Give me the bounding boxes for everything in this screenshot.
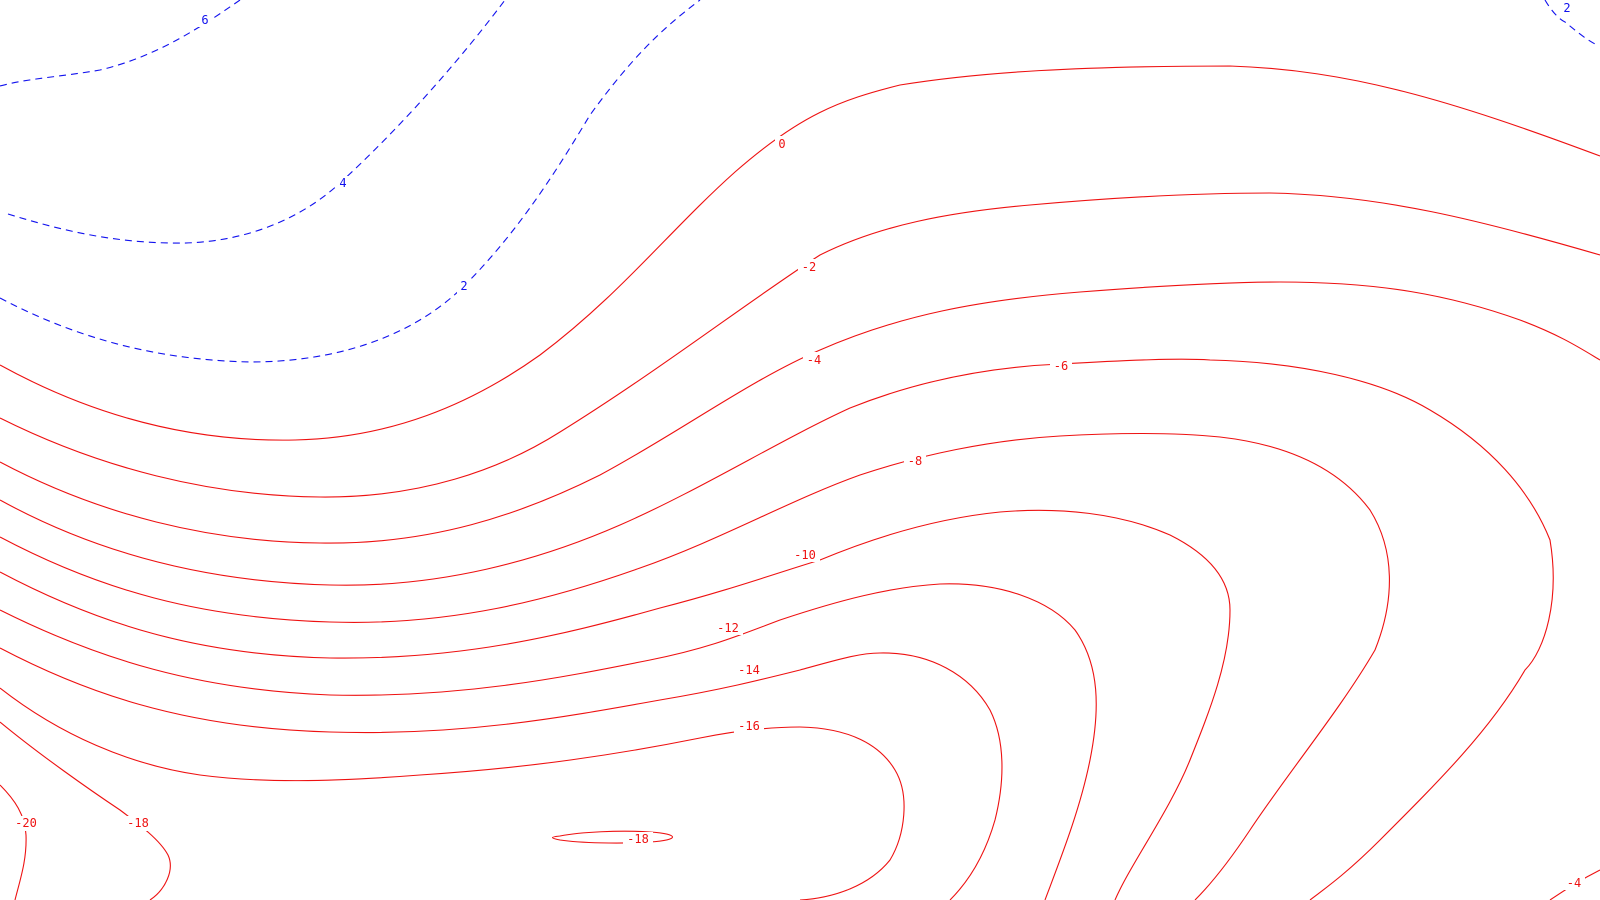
- contour-label-text: -10: [794, 548, 816, 562]
- contour-label-text: -2: [802, 260, 816, 274]
- contour-label-pos-4: 4: [336, 176, 350, 191]
- contour-label-neg-2: -2: [798, 259, 820, 274]
- isoline-neg-20: [0, 784, 27, 900]
- contour-label-text: -8: [908, 454, 922, 468]
- contour-label-neg-10: -10: [790, 547, 820, 562]
- isoline-pos-2-corner: [1544, 0, 1596, 45]
- contour-label-text: 0: [778, 137, 785, 151]
- contour-label-text: -18: [627, 832, 649, 846]
- contour-label-text: 2: [460, 279, 467, 293]
- contour-label-0: 0: [775, 136, 789, 151]
- contour-label-text: -4: [807, 353, 821, 367]
- isoline-neg-10: [0, 509, 1231, 900]
- isoline-neg-18-left: [0, 721, 171, 900]
- contour-label-text: -20: [15, 816, 37, 830]
- isoline-neg-8: [0, 432, 1390, 900]
- contour-label-pos-2-corner: 2: [1560, 0, 1574, 15]
- contour-label-text: -6: [1054, 359, 1068, 373]
- contour-label-text: 6: [201, 13, 208, 27]
- contour-label-neg-12: -12: [713, 620, 743, 635]
- contour-label-text: -18: [127, 816, 149, 830]
- contour-label-neg-4: -4: [803, 352, 825, 367]
- contour-label-text: -16: [738, 719, 760, 733]
- contour-label-neg-20: -20: [11, 816, 41, 831]
- contour-label-pos-6: 6: [198, 12, 212, 27]
- contour-label-neg-8: -8: [904, 453, 926, 468]
- isoline-neg-2: [0, 192, 1600, 498]
- isoline-neg-14: [0, 647, 1003, 900]
- isoline-neg-12: [0, 583, 1097, 900]
- isoline-neg-6: [0, 358, 1554, 900]
- contour-label-neg-4-corner: -4: [1563, 875, 1585, 890]
- contour-label-text: -4: [1567, 876, 1581, 890]
- contour-label-text: 4: [339, 176, 346, 190]
- contour-label-text: -12: [717, 621, 739, 635]
- contour-label-neg-14: -14: [734, 662, 764, 677]
- isoline-pos-4: [7, 0, 506, 244]
- isoline-neg-4: [0, 281, 1600, 544]
- contour-label-text: -14: [738, 663, 760, 677]
- isoline-0: [0, 65, 1600, 441]
- isoline-neg-18-island: [551, 830, 673, 844]
- contour-label-neg-6: -6: [1050, 358, 1072, 373]
- contour-label-pos-2: 2: [457, 279, 471, 294]
- isoline-pos-2: [0, 0, 701, 363]
- isoline-neg-16: [0, 687, 905, 900]
- contour-label-neg-18-left: -18: [123, 816, 153, 831]
- contour-label-neg-16: -16: [734, 718, 764, 733]
- contour-label-text: 2: [1563, 1, 1570, 15]
- contour-label-neg-18-island: -18: [623, 832, 653, 847]
